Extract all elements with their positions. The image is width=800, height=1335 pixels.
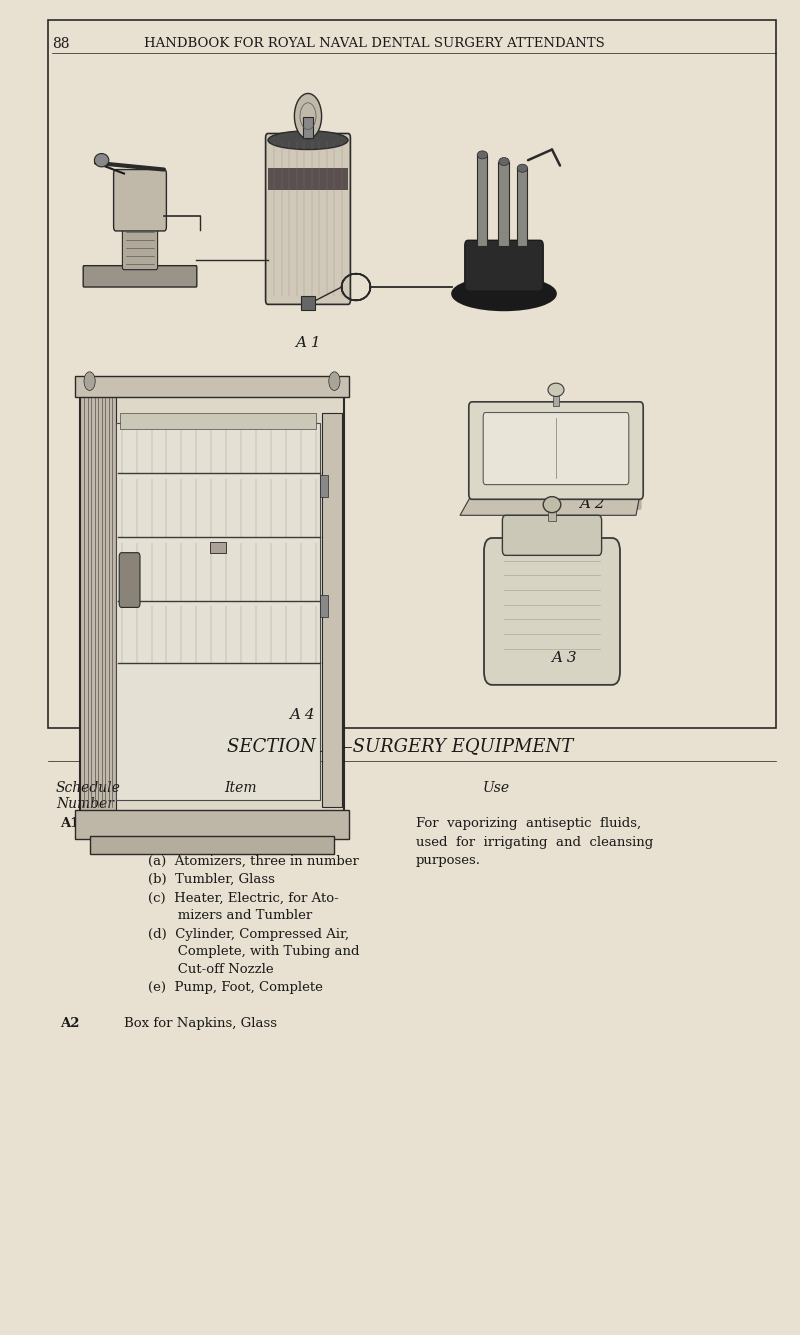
Bar bbox=[301, 296, 315, 310]
Text: A1: A1 bbox=[60, 817, 79, 830]
Bar bbox=[322, 414, 342, 806]
Text: Comprising :: Comprising : bbox=[140, 836, 226, 849]
Text: Box for Napkins, Glass: Box for Napkins, Glass bbox=[124, 1017, 277, 1031]
FancyBboxPatch shape bbox=[484, 538, 620, 685]
Bar bbox=[477, 155, 487, 246]
Bar bbox=[303, 117, 313, 138]
FancyBboxPatch shape bbox=[119, 553, 140, 607]
Text: Cut-off Nozzle: Cut-off Nozzle bbox=[148, 963, 274, 976]
Text: A2: A2 bbox=[60, 1017, 79, 1031]
Text: purposes.: purposes. bbox=[416, 854, 481, 868]
Text: A 4: A 4 bbox=[290, 708, 315, 721]
Text: SECTION A—SURGERY EQUIPMENT: SECTION A—SURGERY EQUIPMENT bbox=[227, 737, 573, 754]
Circle shape bbox=[294, 93, 322, 139]
Text: Atomizer Outfit, Complete: Atomizer Outfit, Complete bbox=[124, 817, 318, 830]
Polygon shape bbox=[460, 494, 640, 515]
FancyBboxPatch shape bbox=[469, 402, 643, 499]
FancyBboxPatch shape bbox=[502, 515, 602, 555]
Text: (b)  Tumbler, Glass: (b) Tumbler, Glass bbox=[148, 873, 275, 886]
Text: (c)  Heater, Electric, for Ato-: (c) Heater, Electric, for Ato- bbox=[148, 892, 338, 905]
Bar bbox=[548, 507, 556, 521]
Text: Use: Use bbox=[482, 781, 510, 794]
Bar bbox=[75, 809, 349, 840]
Text: Schedule
Number: Schedule Number bbox=[56, 781, 121, 812]
Text: 88: 88 bbox=[52, 37, 70, 51]
Bar bbox=[268, 168, 348, 190]
Bar bbox=[75, 376, 349, 398]
FancyBboxPatch shape bbox=[470, 491, 642, 510]
Bar bbox=[320, 475, 328, 497]
Text: (d)  Cylinder, Compressed Air,: (d) Cylinder, Compressed Air, bbox=[148, 928, 349, 941]
FancyBboxPatch shape bbox=[83, 266, 197, 287]
Bar bbox=[90, 836, 334, 854]
Bar bbox=[320, 595, 328, 617]
FancyBboxPatch shape bbox=[483, 413, 629, 485]
Text: HANDBOOK FOR ROYAL NAVAL DENTAL SURGERY ATTENDANTS: HANDBOOK FOR ROYAL NAVAL DENTAL SURGERY … bbox=[144, 37, 605, 51]
FancyBboxPatch shape bbox=[114, 170, 166, 231]
Text: A 3: A 3 bbox=[551, 651, 577, 665]
Bar bbox=[80, 392, 344, 813]
Ellipse shape bbox=[543, 497, 561, 513]
FancyBboxPatch shape bbox=[122, 224, 158, 270]
FancyBboxPatch shape bbox=[465, 240, 543, 291]
Text: Item: Item bbox=[224, 781, 256, 794]
Ellipse shape bbox=[268, 131, 348, 150]
Ellipse shape bbox=[477, 151, 487, 159]
FancyBboxPatch shape bbox=[266, 134, 350, 304]
Circle shape bbox=[329, 372, 340, 391]
Text: used  for  irrigating  and  cleansing: used for irrigating and cleansing bbox=[416, 836, 654, 849]
Bar bbox=[210, 542, 226, 553]
Bar bbox=[80, 392, 116, 813]
Ellipse shape bbox=[452, 278, 556, 311]
Text: mizers and Tumbler: mizers and Tumbler bbox=[148, 909, 312, 922]
Bar bbox=[553, 392, 559, 406]
Ellipse shape bbox=[517, 164, 528, 172]
Text: A 2: A 2 bbox=[579, 497, 605, 510]
Bar bbox=[120, 414, 316, 430]
Text: A 1: A 1 bbox=[295, 336, 321, 350]
Circle shape bbox=[84, 372, 95, 391]
Ellipse shape bbox=[548, 383, 564, 396]
Ellipse shape bbox=[94, 154, 109, 167]
Bar bbox=[517, 168, 527, 246]
Bar bbox=[116, 422, 320, 801]
Text: For  vaporizing  antiseptic  fluids,: For vaporizing antiseptic fluids, bbox=[416, 817, 641, 830]
Text: (a)  Atomizers, three in number: (a) Atomizers, three in number bbox=[148, 854, 359, 868]
Text: (e)  Pump, Foot, Complete: (e) Pump, Foot, Complete bbox=[148, 981, 323, 995]
Ellipse shape bbox=[499, 158, 509, 166]
Text: Complete, with Tubing and: Complete, with Tubing and bbox=[148, 945, 359, 959]
Bar bbox=[48, 20, 776, 728]
Bar bbox=[498, 162, 509, 246]
